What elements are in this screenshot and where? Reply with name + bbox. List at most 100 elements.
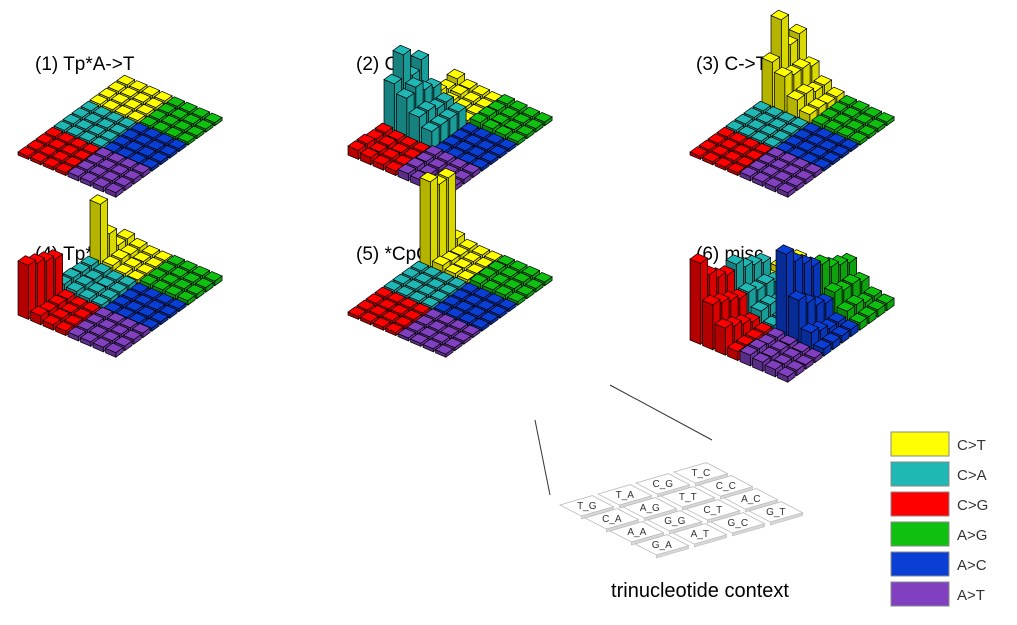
bar <box>786 90 806 119</box>
context-label: T_A <box>616 490 635 501</box>
panel-1 <box>17 74 223 198</box>
context-tile: A_C <box>722 488 779 513</box>
context-label: G_G <box>664 516 685 527</box>
legend-swatch <box>890 551 950 577</box>
bar <box>104 182 124 198</box>
bar <box>347 140 367 161</box>
bar <box>751 171 771 188</box>
panel-title-1: (1) Tp*A->T <box>35 54 135 75</box>
context-caption: trinucleotide context <box>611 580 789 602</box>
panel-group <box>17 9 895 383</box>
legend-swatch <box>890 491 950 517</box>
bar <box>776 182 796 198</box>
context-tile: A_A <box>608 521 665 546</box>
context-label: C_T <box>703 505 722 516</box>
context-label: T_C <box>691 468 710 479</box>
bar <box>17 255 37 321</box>
context-tile: T_G <box>558 495 615 520</box>
legend-label: C>G <box>957 497 988 514</box>
bar <box>29 305 49 326</box>
context-tile: G_C <box>709 512 766 537</box>
context-label: G_T <box>766 507 785 518</box>
bar <box>422 338 442 353</box>
context-label: C_G <box>653 479 674 490</box>
bar <box>347 306 367 321</box>
context-tile: G_T <box>747 501 804 526</box>
context-tile: C_C <box>697 475 754 500</box>
legend-item: C>G <box>890 491 988 517</box>
panel-5 <box>347 167 553 358</box>
bar <box>470 318 490 332</box>
bar <box>803 348 823 364</box>
bar <box>359 147 379 166</box>
legend-item: C>A <box>890 461 987 487</box>
zoom-line-left <box>534 419 551 496</box>
context-tile: A_T <box>671 523 728 548</box>
zoom-line-right <box>609 384 713 441</box>
bar <box>728 132 748 146</box>
bar <box>26 139 46 154</box>
context-label: G_C <box>728 518 749 529</box>
context-tile: T_A <box>596 484 653 509</box>
bar <box>434 344 454 358</box>
context-label: T_G <box>577 501 597 512</box>
context-label: A_C <box>741 494 760 505</box>
context-tile: G_G <box>646 510 703 535</box>
bar <box>689 146 709 161</box>
bar <box>732 144 752 158</box>
bar <box>29 151 49 166</box>
bar <box>42 314 62 331</box>
bar <box>776 366 796 383</box>
legend-swatch <box>890 431 950 457</box>
legend-label: C>T <box>957 437 986 454</box>
panel-3 <box>689 9 895 198</box>
panel-4 <box>17 194 223 358</box>
context-tile: G_A <box>633 534 690 559</box>
context-label: C_A <box>602 514 622 525</box>
legend-label: A>T <box>957 587 985 604</box>
bar <box>739 166 759 182</box>
context-label: T_T <box>679 492 697 503</box>
context-label: A_T <box>691 529 709 540</box>
bar <box>419 171 439 269</box>
bar <box>383 73 403 135</box>
legend-item: A>C <box>890 551 987 577</box>
bar <box>104 342 124 358</box>
bar <box>79 331 99 348</box>
bar <box>420 121 440 151</box>
legend-label: A>C <box>957 557 987 574</box>
legend-label: C>A <box>957 467 987 484</box>
legend-item: A>G <box>890 521 987 547</box>
bar <box>443 337 463 352</box>
context-label: C_C <box>716 481 736 492</box>
bar <box>89 194 109 269</box>
bar <box>481 118 501 136</box>
context-label: A_A <box>627 527 646 538</box>
bar <box>494 125 514 141</box>
bar <box>158 305 178 319</box>
legend-item: C>T <box>890 431 986 457</box>
panel-title-3: (3) C->T <box>696 54 768 75</box>
context-label: G_A <box>652 540 672 551</box>
bar <box>533 272 553 287</box>
legend-swatch <box>890 461 950 487</box>
context-tile: A_G <box>621 497 678 522</box>
legend-swatch <box>890 521 950 547</box>
legend-item: A>T <box>890 581 985 607</box>
bar <box>768 118 788 132</box>
bar <box>488 145 508 159</box>
context-label: A_G <box>640 503 660 514</box>
legend-label: A>G <box>957 527 987 544</box>
bar <box>42 157 62 171</box>
bar <box>17 146 37 161</box>
panel-6 <box>689 244 895 383</box>
bar <box>372 317 392 331</box>
bar <box>506 291 526 306</box>
bar <box>89 94 109 109</box>
bar <box>431 255 451 274</box>
bar <box>158 145 178 159</box>
context-inset: T_C C_G T_A T_G C_C T_T A_G C_A A_C C_T G_G A_A G_T G… <box>558 462 804 559</box>
bar <box>764 177 784 193</box>
legend: C>T C>A C>G A>G A>C A>T <box>890 431 988 607</box>
